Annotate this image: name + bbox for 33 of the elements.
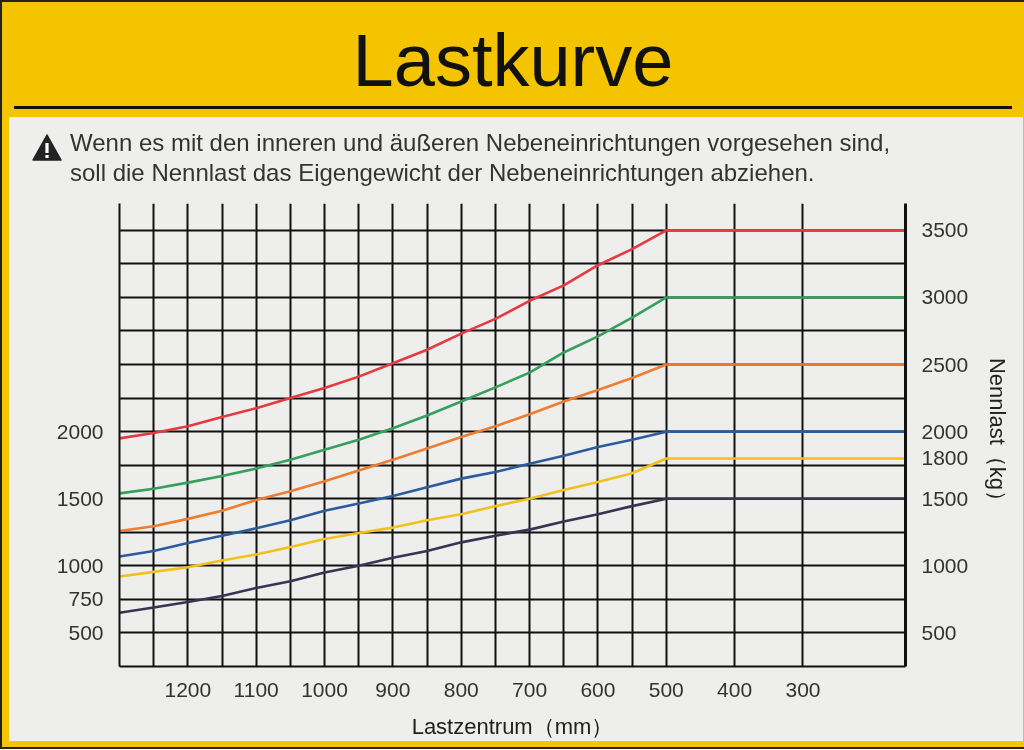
x-tick-label: 1000 xyxy=(301,677,348,701)
y2-tick-label: 1000 xyxy=(921,553,969,577)
y2-tick-label: 500 xyxy=(921,620,957,644)
y2-tick-label: 2500 xyxy=(921,352,969,376)
x-tick-label: 800 xyxy=(443,677,479,701)
x-axis-title: Lastzentrum（mm） xyxy=(411,713,614,739)
y2-tick-label: 3500 xyxy=(921,218,969,242)
y2-tick-label: 2000 xyxy=(921,419,969,443)
y-tick-label: 2000 xyxy=(56,419,104,443)
y2-axis-title: Nennlast（kg） xyxy=(985,357,1011,513)
y-tick-label: 750 xyxy=(68,587,104,611)
line-series xyxy=(119,296,906,495)
y-tick-label: 500 xyxy=(68,620,104,644)
x-tick-label: 300 xyxy=(785,677,821,701)
text: Wenn es mit den inneren und äußeren Nebeneinrichtungen vorgesehen sind, soll die Nennlast das Eigengewicht der Nebeneinrichtungen abziehen. xyxy=(70,128,892,188)
line-series xyxy=(119,430,906,558)
x-tick-label: 900 xyxy=(375,677,411,701)
x-tick-label: 1100 xyxy=(233,677,279,701)
x-tick-label: 500 xyxy=(648,677,684,701)
chart-title: Lastkurve xyxy=(14,13,1012,109)
x-tick-label: 1200 xyxy=(164,677,212,701)
y2-tick-label: 1500 xyxy=(921,486,969,510)
x-tick-label: 600 xyxy=(580,677,616,701)
y-tick-label: 1000 xyxy=(56,553,104,577)
line-series xyxy=(119,497,906,615)
line-series xyxy=(119,363,906,533)
y-tick-label: 1500 xyxy=(56,486,104,510)
line-series xyxy=(119,457,906,578)
x-tick-label: 400 xyxy=(717,677,753,701)
y2-tick-label: 1800 xyxy=(921,446,969,470)
y2-tick-label: 3000 xyxy=(921,285,969,309)
line-series xyxy=(119,229,906,440)
x-tick-label: 700 xyxy=(512,677,548,701)
